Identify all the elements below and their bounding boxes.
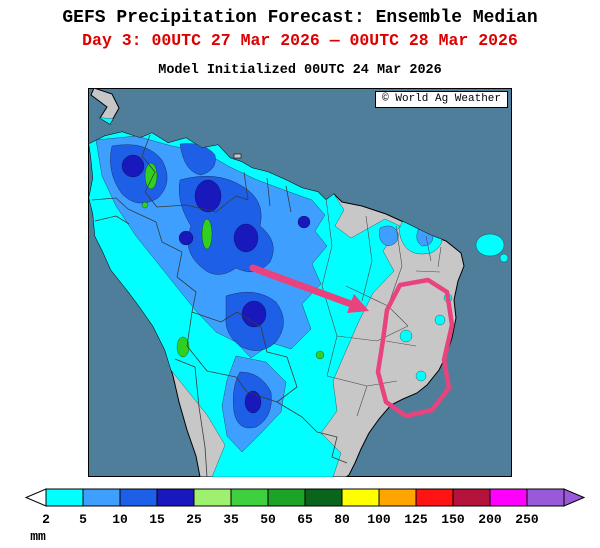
legend-tick-label: 25	[186, 512, 202, 527]
border-line	[385, 235, 442, 347]
precip-area	[141, 201, 149, 209]
highlighted-region-outline	[375, 277, 455, 419]
border-line	[321, 197, 333, 287]
south-america-precip-map	[88, 87, 512, 478]
legend-cell-6	[267, 488, 306, 507]
precip-area-offshore	[475, 233, 505, 257]
island	[233, 153, 242, 159]
precip-area	[233, 223, 259, 253]
border-line	[361, 215, 373, 302]
border-line	[326, 375, 398, 417]
precip-area	[241, 300, 267, 328]
legend-cell-10	[415, 488, 454, 507]
precip-area	[399, 329, 413, 343]
annotation-arrow-head-icon	[347, 294, 369, 313]
page-title: GEFS Precipitation Forecast: Ensemble Me…	[62, 8, 538, 28]
border-line	[387, 225, 403, 307]
legend-tick-label: 250	[515, 512, 539, 527]
legend-tick-label: 35	[223, 512, 239, 527]
legend-tick-label: 10	[112, 512, 128, 527]
precip-area	[201, 218, 213, 250]
precip-area	[178, 230, 194, 246]
precip-area	[434, 314, 446, 326]
precip-area	[194, 179, 222, 213]
legend-cell-11	[452, 488, 491, 507]
legend-cell-1	[82, 488, 121, 507]
legend-tick-label: 15	[149, 512, 165, 527]
border-line	[156, 171, 292, 213]
precip-area	[121, 154, 145, 178]
border-line	[127, 208, 197, 313]
map-container: © World Ag Weather	[88, 87, 512, 478]
legend-tick-label: 150	[441, 512, 465, 527]
precip-area	[176, 336, 190, 358]
precip-area	[244, 390, 262, 414]
precip-area	[379, 225, 399, 247]
legend-cell-8	[341, 488, 380, 507]
header: GEFS Precipitation Forecast: Ensemble Me…	[0, 0, 600, 78]
precip-area	[315, 350, 325, 360]
country-borders	[91, 134, 348, 478]
legend-tick-label: 5	[79, 512, 87, 527]
model-init-line: Model Initialized 00UTC 24 Mar 2026	[158, 63, 442, 78]
legend-tick-label: 100	[367, 512, 391, 527]
forecast-period-subtitle: Day 3: 00UTC 27 Mar 2026 — 00UTC 28 Mar …	[82, 31, 518, 50]
legend-tick-label: 80	[334, 512, 350, 527]
precip-area-offshore	[499, 253, 509, 263]
border-line	[141, 134, 158, 208]
annotation-arrow	[249, 264, 355, 308]
legend-unit-label: mm	[30, 529, 46, 544]
legend-cell-3	[156, 488, 195, 507]
border-line	[91, 197, 130, 225]
border-line	[336, 325, 409, 342]
precip-area	[297, 215, 311, 229]
legend-tick-label: 125	[404, 512, 428, 527]
legend-cell-7	[304, 488, 343, 507]
state-borders	[321, 197, 442, 417]
legend-cell-5	[230, 488, 269, 507]
legend-cell-12	[489, 488, 528, 507]
precip-area	[144, 162, 158, 190]
border-line	[174, 358, 208, 478]
legend-cell-2	[119, 488, 158, 507]
legend-tick-label: 65	[297, 512, 313, 527]
legend-arrow-left	[24, 488, 47, 507]
legend-cell-9	[378, 488, 417, 507]
precip-very-heavy-group	[121, 154, 311, 414]
legend-cell-0	[45, 488, 84, 507]
watermark: © World Ag Weather	[375, 91, 508, 108]
legend-cell-13	[526, 488, 565, 507]
legend-tick-label: 2	[42, 512, 50, 527]
border-line	[186, 311, 288, 393]
precip-intense-group	[141, 162, 325, 360]
precip-area	[415, 370, 427, 382]
legend-tick-label: 200	[478, 512, 502, 527]
legend-cell-4	[193, 488, 232, 507]
legend-tick-label: 50	[260, 512, 276, 527]
border-line	[246, 356, 348, 464]
legend-arrow-right	[563, 488, 586, 507]
